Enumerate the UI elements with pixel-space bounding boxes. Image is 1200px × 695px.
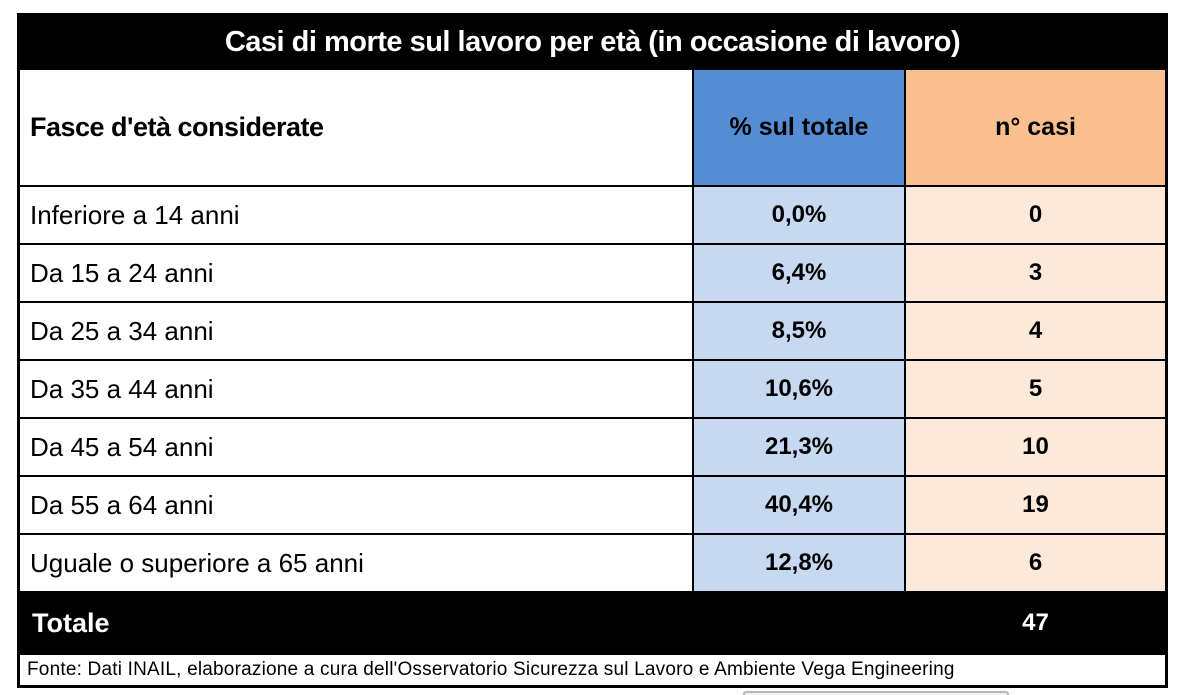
total-pct-empty-cell	[694, 593, 904, 653]
age-range-label: Da 25 a 34 anni	[20, 303, 692, 359]
table-row: Da 35 a 44 anni 10,6% 5	[20, 361, 1165, 417]
cases-value: 19	[906, 477, 1165, 533]
age-range-label: Da 15 a 24 anni	[20, 245, 692, 301]
total-cases-value: 47	[906, 593, 1165, 653]
age-range-label: Inferiore a 14 anni	[20, 187, 692, 243]
age-range-label: Uguale o superiore a 65 anni	[20, 535, 692, 591]
table-row: Da 25 a 34 anni 8,5% 4	[20, 303, 1165, 359]
cases-value: 0	[906, 187, 1165, 243]
cases-value: 10	[906, 419, 1165, 475]
table-row: Inferiore a 14 anni 0,0% 0	[20, 187, 1165, 243]
cropped-bottom-element	[743, 691, 1009, 695]
table-header-row: Fasce d'età considerate % sul totale n° …	[20, 70, 1165, 185]
source-text: Fonte: Dati INAIL, elaborazione a cura d…	[27, 659, 955, 680]
header-age-label: Fasce d'età considerate	[30, 112, 324, 142]
age-range-label: Da 55 a 64 anni	[20, 477, 692, 533]
header-cases-cell: n° casi	[906, 70, 1165, 185]
table-title: Casi di morte sul lavoro per età (in occ…	[224, 25, 961, 58]
cases-value: 5	[906, 361, 1165, 417]
table-total-row: Totale 47	[20, 593, 1165, 653]
table-row: Da 15 a 24 anni 6,4% 3	[20, 245, 1165, 301]
cases-value: 3	[906, 245, 1165, 301]
pct-value: 40,4%	[694, 477, 904, 533]
header-pct-cell: % sul totale	[694, 70, 904, 185]
age-range-label: Da 35 a 44 anni	[20, 361, 692, 417]
cases-value: 4	[906, 303, 1165, 359]
mortality-by-age-table: Casi di morte sul lavoro per età (in occ…	[17, 13, 1168, 688]
pct-value: 6,4%	[694, 245, 904, 301]
total-label: Totale	[20, 593, 692, 653]
header-age-cell: Fasce d'età considerate	[20, 70, 692, 185]
table-row: Da 45 a 54 anni 21,3% 10	[20, 419, 1165, 475]
cases-value: 6	[906, 535, 1165, 591]
pct-value: 8,5%	[694, 303, 904, 359]
table-source-row: Fonte: Dati INAIL, elaborazione a cura d…	[20, 655, 1165, 685]
pct-value: 10,6%	[694, 361, 904, 417]
pct-value: 12,8%	[694, 535, 904, 591]
pct-value: 0,0%	[694, 187, 904, 243]
pct-value: 21,3%	[694, 419, 904, 475]
age-range-label: Da 45 a 54 anni	[20, 419, 692, 475]
table-row: Uguale o superiore a 65 anni 12,8% 6	[20, 535, 1165, 591]
table-row: Da 55 a 64 anni 40,4% 19	[20, 477, 1165, 533]
table-title-bar: Casi di morte sul lavoro per età (in occ…	[20, 16, 1165, 68]
